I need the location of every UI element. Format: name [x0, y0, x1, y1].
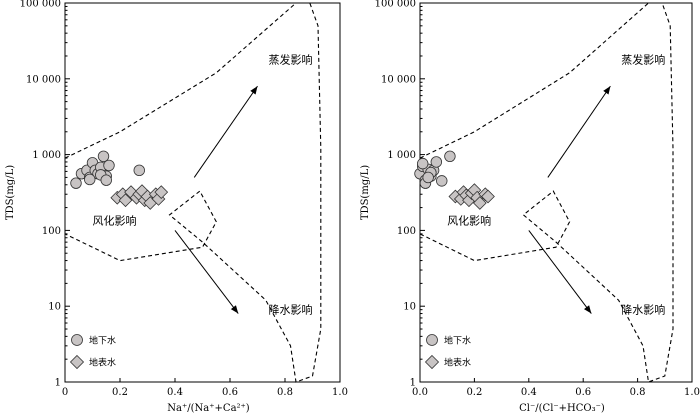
trend-arrow-head — [603, 86, 611, 95]
trend-arrow-head — [250, 86, 258, 95]
x-tick-label: 0.4 — [521, 387, 537, 398]
panel-2: 0.0 0.2 0.4 0.6 0.8 1.0 1 10 100 1 000 10 000 100 0… — [360, 0, 700, 414]
x-tick-label: 0.4 — [167, 387, 183, 398]
y-tick-label: 1 — [410, 378, 416, 389]
y-tick-label: 100 — [397, 226, 416, 237]
legend-groundwater-label: 地下水 — [444, 335, 471, 347]
x-tick-label: 0.2 — [466, 387, 482, 398]
plot-frame — [64, 2, 341, 383]
x-tick-label: 1.0 — [684, 387, 700, 398]
y-tick-label: 10 — [48, 302, 61, 313]
y-axis-title: TDS(mg/L) — [5, 165, 16, 220]
y-tick-label: 100 000 — [20, 0, 61, 10]
legend-surface-water-marker — [69, 354, 85, 370]
groundwater-point — [103, 159, 115, 172]
x-tick-label: 0.6 — [222, 387, 238, 398]
groundwater-point — [133, 164, 145, 177]
legend-groundwater-marker — [426, 334, 438, 346]
legend-surface-water-label: 地表水 — [444, 357, 471, 369]
y-tick-label: 10 — [403, 302, 416, 313]
y-tick-label: 1 000 — [387, 150, 416, 161]
x-tick-label: 0.8 — [630, 387, 646, 398]
annotation-weathering: 风化影响 — [447, 213, 491, 227]
x-axis-title: Na⁺/(Na⁺+Ca²⁺) — [167, 403, 250, 414]
annotation-evaporation: 蒸发影响 — [269, 52, 313, 66]
groundwater-point — [436, 175, 448, 187]
surface-water-point — [481, 189, 495, 204]
legend-groundwater-label: 地下水 — [89, 335, 116, 347]
x-tick-label: 0.6 — [575, 387, 591, 398]
legend-surface-water-marker — [424, 354, 440, 370]
annotation-weathering: 风化影响 — [93, 213, 137, 227]
groundwater-point — [444, 150, 456, 162]
groundwater-point — [422, 171, 434, 184]
surface-water-point — [472, 196, 487, 210]
plot-frame — [419, 2, 693, 383]
trend-arrow-head — [583, 305, 592, 314]
annotation-evaporation: 蒸发影响 — [621, 52, 665, 66]
groundwater-point — [100, 174, 112, 186]
y-tick-label: 10 000 — [381, 74, 416, 85]
x-tick-label: 1.0 — [332, 387, 348, 398]
trend-arrow-head — [230, 305, 239, 314]
x-tick-label: 0.0 — [412, 387, 428, 398]
gibbs-envelope — [64, 2, 322, 383]
legend-surface-water-label: 地表水 — [89, 357, 116, 369]
groundwater-point — [430, 156, 443, 168]
y-tick-label: 100 — [42, 226, 61, 237]
trend-arrow-line — [174, 230, 239, 314]
x-axis-title: Cl⁻/(Cl⁻+HCO₃⁻) — [519, 403, 605, 414]
y-tick-label: 1 000 — [32, 150, 61, 161]
x-tick-label: 0.2 — [112, 387, 128, 398]
x-tick-label: 0 — [62, 387, 68, 398]
surface-water-point — [118, 193, 133, 208]
annotation-precipitation: 降水影响 — [269, 303, 313, 317]
surface-water-point — [154, 185, 169, 199]
annotation-precipitation: 降水影响 — [621, 303, 665, 317]
panel-1: 0 0.2 0.4 0.6 0.8 1.0 1 10 100 1 000 10 000 100 000… — [5, 0, 348, 414]
trend-arrow-line — [193, 85, 258, 178]
y-tick-label: 100 000 — [375, 0, 416, 10]
trend-arrow-line — [547, 85, 611, 178]
x-tick-label: 0.8 — [277, 387, 293, 398]
y-tick-label: 1 — [55, 378, 61, 389]
legend-groundwater-marker — [71, 334, 83, 346]
y-axis-title: TDS(mg/L) — [360, 165, 371, 220]
groundwater-point — [70, 177, 82, 189]
gibbs-envelope — [419, 2, 674, 383]
y-tick-label: 10 000 — [26, 74, 61, 85]
groundwater-point — [417, 157, 429, 170]
groundwater-point — [97, 150, 110, 162]
trend-arrow-line — [528, 230, 592, 314]
groundwater-point — [84, 173, 96, 186]
